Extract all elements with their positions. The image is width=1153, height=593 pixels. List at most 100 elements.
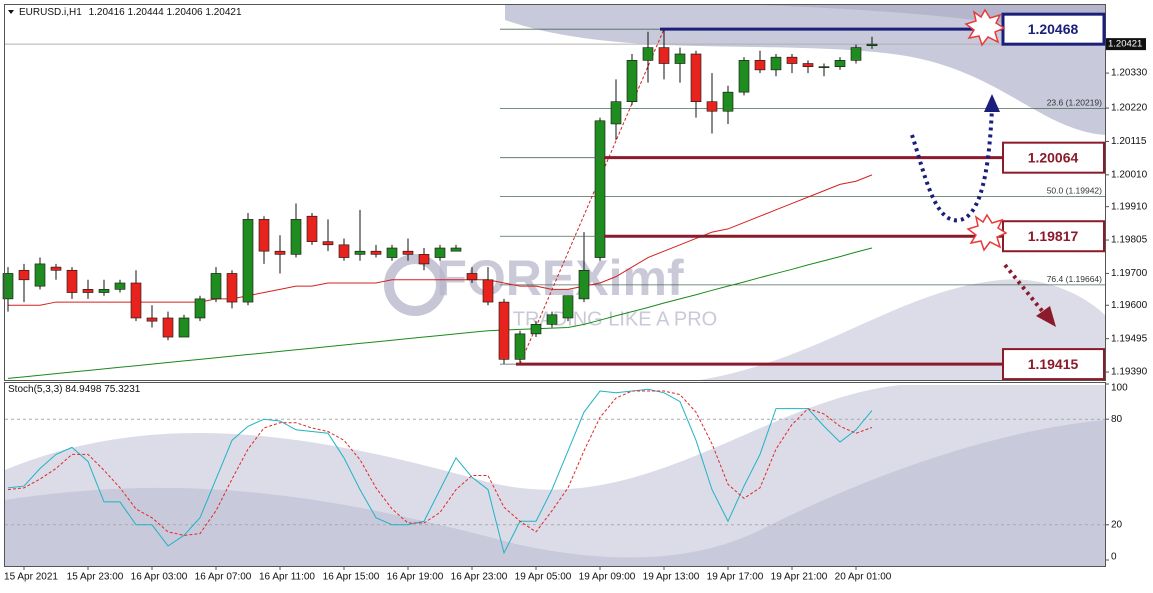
candle-body bbox=[34, 263, 46, 287]
candle-body bbox=[466, 273, 478, 281]
y-tick-label: 1.19390 bbox=[1111, 367, 1148, 378]
candle-body bbox=[418, 254, 430, 265]
candle-body bbox=[850, 47, 862, 61]
starburst bbox=[964, 8, 1006, 47]
candle-body bbox=[82, 289, 94, 293]
candle-body bbox=[754, 60, 766, 71]
swoosh bbox=[5, 420, 1105, 566]
x-tick-label: 15 Apr 2021 bbox=[4, 572, 58, 583]
x-tick-label: 16 Apr 15:00 bbox=[323, 572, 380, 583]
candle-body bbox=[194, 298, 206, 319]
candle-body bbox=[722, 91, 734, 112]
candle-body bbox=[370, 250, 382, 255]
plot: 23.6 (1.20219) 50.0 (1.19942) 76.4 (1.1966… bbox=[2, 27, 1105, 555]
candle-body bbox=[578, 269, 590, 300]
candle-body bbox=[610, 101, 622, 125]
arrow bbox=[910, 107, 994, 223]
x-tick-label: 16 Apr 07:00 bbox=[195, 572, 252, 583]
candle-body bbox=[498, 301, 510, 360]
y-tick-label: 0 bbox=[1111, 552, 1117, 563]
header: EURUSD.i,H1 1.20416 1.20444 1.20406 1.20… bbox=[19, 7, 242, 18]
candle-body bbox=[226, 273, 238, 303]
level-box bbox=[1002, 348, 1105, 381]
low: 1.20406 bbox=[166, 7, 203, 18]
candle-body bbox=[210, 273, 222, 300]
menu-icon bbox=[8, 10, 14, 14]
x-tick-label: 19 Apr 05:00 bbox=[515, 572, 572, 583]
candle-body bbox=[770, 56, 782, 71]
main-frame bbox=[4, 4, 1106, 381]
price-tag-label: 1.20421 bbox=[1108, 39, 1142, 50]
candle-body bbox=[706, 101, 718, 112]
y-tick-label: 80 bbox=[1111, 414, 1123, 425]
candle-body bbox=[322, 241, 334, 246]
stoch-header: Stoch(5,3,3) 84.9498 75.3231 bbox=[8, 384, 141, 395]
candle-body bbox=[242, 219, 254, 303]
candle-body bbox=[642, 47, 654, 61]
price-tag bbox=[1106, 38, 1146, 51]
y-tick-label: 1.19495 bbox=[1111, 333, 1148, 344]
level-box bbox=[1001, 12, 1106, 46]
fib-label: 76.4 (1.19664) bbox=[1047, 274, 1102, 284]
y-tick-label: 1.19910 bbox=[1111, 201, 1148, 212]
y-tick-label: 20 bbox=[1111, 519, 1123, 530]
candle-body bbox=[146, 317, 158, 322]
candle-body bbox=[546, 314, 558, 325]
y-tick-label: 1.19600 bbox=[1111, 300, 1148, 311]
candle-body bbox=[50, 266, 62, 271]
x-tick-label: 15 Apr 23:00 bbox=[67, 572, 124, 583]
level-label: 1.20064 bbox=[1028, 149, 1079, 165]
close: 1.20421 bbox=[205, 7, 242, 18]
stoch-line bbox=[7, 388, 873, 555]
fib-label: 50.0 (1.19942) bbox=[1047, 186, 1102, 196]
overlay bbox=[910, 8, 1056, 327]
x-tick-label: 16 Apr 11:00 bbox=[259, 572, 315, 583]
y-tick-label: 1.20010 bbox=[1111, 169, 1148, 180]
candle-body bbox=[802, 63, 814, 68]
stoch-line bbox=[7, 390, 873, 536]
open: 1.20416 bbox=[89, 7, 126, 18]
candle-body bbox=[530, 324, 542, 335]
level-label: 1.20468 bbox=[1028, 21, 1079, 37]
x-tick-label: 16 Apr 19:00 bbox=[387, 572, 444, 583]
candle-body bbox=[594, 120, 606, 258]
candle-body bbox=[450, 247, 462, 252]
y-tick-label: 1.19805 bbox=[1111, 235, 1148, 246]
candle-body bbox=[818, 66, 830, 69]
candle-body bbox=[866, 43, 878, 47]
candle-body bbox=[834, 60, 846, 68]
candle-body bbox=[66, 269, 78, 293]
candle-body bbox=[434, 247, 446, 258]
y-tick-label: 100 bbox=[1111, 383, 1128, 394]
candle-body bbox=[98, 289, 110, 293]
candle-body bbox=[690, 53, 702, 102]
fib-trend bbox=[519, 28, 665, 365]
candle-body bbox=[114, 282, 126, 290]
candle-body bbox=[514, 333, 526, 360]
high: 1.20444 bbox=[128, 7, 165, 18]
candle-body bbox=[2, 273, 14, 300]
y-tick-label: 1.20220 bbox=[1111, 103, 1148, 114]
level-label: 1.19817 bbox=[1028, 228, 1079, 244]
x-tick-label: 19 Apr 09:00 bbox=[579, 572, 636, 583]
x-tick-label: 20 Apr 01:00 bbox=[835, 572, 892, 583]
swoosh bbox=[505, 5, 1105, 135]
stoch-k: 84.9498 bbox=[65, 384, 102, 395]
watermark-slogan: TRADING LIKE A PRO bbox=[513, 308, 718, 330]
watermark-logo bbox=[384, 254, 446, 316]
candle-body bbox=[562, 295, 574, 319]
fib-label: 23.6 (1.20219) bbox=[1047, 98, 1102, 108]
x-tick-label: 16 Apr 03:00 bbox=[131, 572, 188, 583]
candle-body bbox=[290, 219, 302, 255]
candle-body bbox=[674, 53, 686, 64]
level-box bbox=[1002, 220, 1105, 253]
candle-body bbox=[386, 247, 398, 258]
candle-body bbox=[18, 269, 30, 281]
candle-body bbox=[274, 250, 286, 255]
starburst bbox=[966, 213, 1008, 252]
arrowhead bbox=[984, 94, 1000, 112]
watermark-text: FOREXimf bbox=[436, 250, 684, 306]
stoch-d: 75.3231 bbox=[104, 384, 141, 395]
